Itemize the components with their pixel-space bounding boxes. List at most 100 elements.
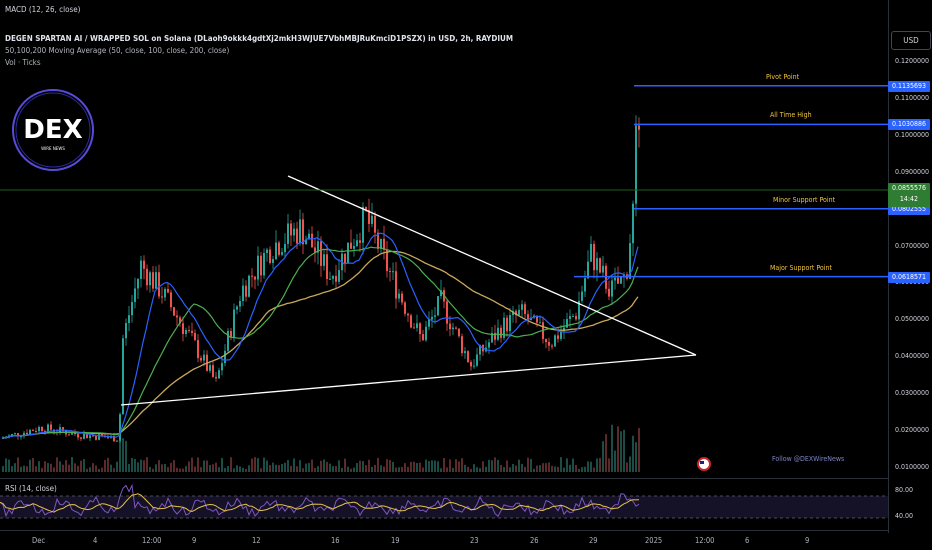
volume-bar (107, 457, 109, 472)
volume-bar (458, 461, 460, 472)
candle-body (407, 313, 409, 316)
volume-bar (362, 461, 364, 472)
volume-bar (152, 468, 154, 472)
candle-body (221, 363, 223, 371)
candle-body (491, 332, 493, 343)
candle-body (419, 323, 421, 335)
volume-bar (602, 441, 604, 472)
candle-body (464, 351, 466, 354)
macd-indicator-label[interactable]: MACD (12, 26, close) (5, 5, 81, 14)
volume-bar (89, 467, 91, 472)
volume-bar (74, 463, 76, 472)
volume-bar (470, 468, 472, 472)
candle-body (509, 315, 511, 332)
volume-bar (500, 464, 502, 472)
volume-bar (302, 468, 304, 472)
level-label: All Time High (770, 111, 812, 120)
candle-body (371, 215, 373, 224)
candle-body (113, 435, 115, 442)
candle-body (506, 317, 508, 332)
volume-bar (182, 468, 184, 472)
volume-bar (623, 429, 625, 472)
candle-body (548, 342, 550, 346)
candle-body (167, 289, 169, 293)
candle-body (257, 255, 259, 280)
volume-bar (614, 450, 616, 472)
volume-bar (32, 457, 34, 472)
volume-bar (431, 460, 433, 472)
volume-bar (134, 459, 136, 472)
candle-body (401, 293, 403, 303)
candle-body (98, 434, 100, 440)
currency-button[interactable]: USD (891, 31, 931, 50)
candle-body (578, 300, 580, 320)
candle-body (311, 233, 313, 248)
ma-100-line (1, 246, 639, 439)
candle-body (158, 272, 160, 297)
candle-body (449, 323, 451, 330)
volume-bar (101, 467, 103, 472)
volume-bar (242, 467, 244, 472)
price-chart[interactable]: DEX WIRE NEWS (0, 0, 888, 533)
volume-bar (257, 458, 259, 472)
volume-bar (86, 468, 88, 472)
candle-body (608, 288, 610, 297)
volume-bar (578, 468, 580, 472)
candle-body (128, 315, 130, 324)
candle-body (560, 331, 562, 339)
volume-bar (50, 463, 52, 472)
volume-bar (38, 461, 40, 472)
volume-bar (263, 457, 265, 472)
candle-body (614, 277, 616, 281)
candle-body (347, 242, 349, 264)
candle-body (209, 365, 211, 371)
volume-bar (80, 460, 82, 472)
candle-body (41, 427, 43, 431)
volume-bar (305, 463, 307, 472)
candle-body (155, 272, 157, 289)
volume-bar (389, 459, 391, 472)
volume-bar (227, 466, 229, 472)
volume-bar (254, 457, 256, 472)
candle-body (434, 315, 436, 317)
volume-bar (398, 467, 400, 472)
volume-bar (2, 466, 4, 472)
candle-body (428, 319, 430, 327)
candle-body (170, 292, 172, 308)
rsi-legend[interactable]: RSI (14, close) (5, 484, 57, 493)
candle-body (470, 362, 472, 367)
volume-bar (299, 460, 301, 472)
candle-body (131, 301, 133, 316)
candle-body (248, 275, 250, 297)
ma-legend[interactable]: 50,100,200 Moving Average (50, close, 10… (5, 46, 230, 55)
volume-bar (593, 467, 595, 472)
candle-body (575, 316, 577, 320)
candle-body (587, 261, 589, 279)
price-tick: 0.0900000 (895, 167, 930, 176)
volume-bar (413, 461, 415, 472)
time-tick: 16 (331, 536, 340, 545)
time-tick: 12:00 (695, 536, 715, 545)
volume-bar (59, 461, 61, 472)
volume-bar (416, 462, 418, 472)
volume-legend[interactable]: Vol · Ticks (5, 58, 41, 67)
volume-bar (338, 460, 340, 472)
candle-body (569, 316, 571, 320)
candle-body (632, 203, 634, 244)
price-scale[interactable] (888, 0, 932, 533)
volume-bar (575, 465, 577, 472)
volume-bar (95, 465, 97, 472)
price-tick: 0.0400000 (895, 352, 930, 361)
time-tick: 12 (252, 536, 261, 545)
volume-bar (452, 467, 454, 472)
candle-body (446, 301, 448, 324)
candle-body (356, 240, 358, 247)
candle-body (20, 436, 22, 438)
triangle-lower-trendline (120, 354, 697, 406)
candle-body (173, 307, 175, 316)
candle-body (77, 434, 79, 438)
candle-body (50, 424, 52, 430)
candle-body (467, 351, 469, 363)
volume-bar (485, 466, 487, 472)
candle-body (398, 293, 400, 299)
